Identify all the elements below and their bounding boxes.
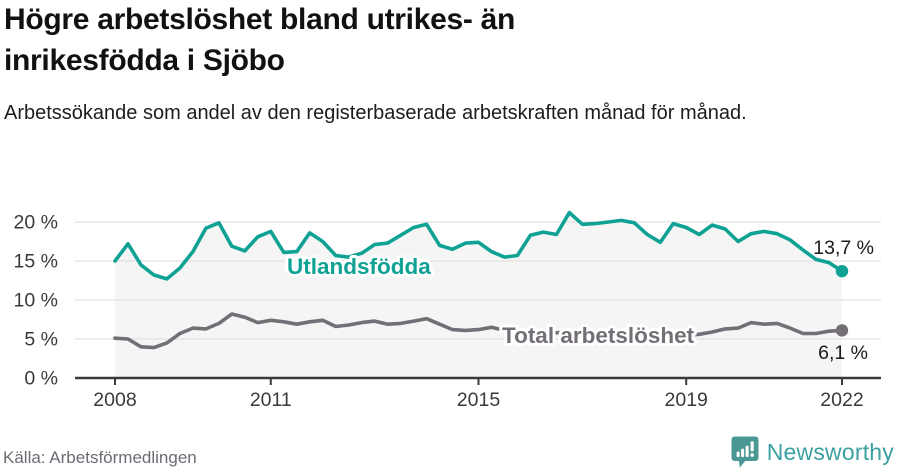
newsworthy-bubble-icon — [731, 436, 759, 468]
y-tick-label: 0 % — [24, 368, 58, 390]
x-tick-label: 2011 — [250, 389, 292, 411]
chart-canvas: 2008 2011 2015 2019 2022 0 % 5 % 10 % 15 % 20 % Ut… — [14, 210, 881, 411]
series-end-dot — [835, 324, 849, 337]
line-chart: 2008 2011 2015 2019 2022 0 % 5 % 10 % 15 % 20 % Ut… — [0, 190, 900, 430]
y-tick-label: 5 % — [24, 329, 58, 351]
series-line-utlandsfodda — [113, 210, 844, 281]
chart-subtitle: Arbetssökande som andel av den registerb… — [4, 102, 747, 124]
x-tick-label: 2008 — [93, 389, 136, 411]
series-label: Total arbetslöshet — [502, 323, 695, 348]
y-tick-label: 15 % — [14, 251, 58, 273]
x-tick-label: 2022 — [820, 389, 863, 411]
y-tick-label: 10 % — [14, 290, 58, 312]
x-tick-label: 2015 — [457, 389, 501, 411]
source-note: Källa: Arbetsförmedlingen — [3, 448, 197, 467]
series-line-total — [113, 312, 844, 350]
end-value-label: 13,7 % — [813, 237, 874, 259]
page-title: Högre arbetslöshet bland utrikes- än inr… — [4, 3, 515, 77]
series-label: Utlandsfödda — [287, 254, 431, 279]
newsworthy-wordmark: Newsworthy — [766, 438, 894, 465]
series-end-dot — [835, 264, 849, 278]
end-value-label: 6,1 % — [818, 342, 868, 364]
y-tick-label: 20 % — [14, 212, 58, 234]
x-tick-label: 2019 — [665, 389, 708, 411]
newsworthy-logo[interactable]: Newsworthy — [731, 436, 894, 468]
